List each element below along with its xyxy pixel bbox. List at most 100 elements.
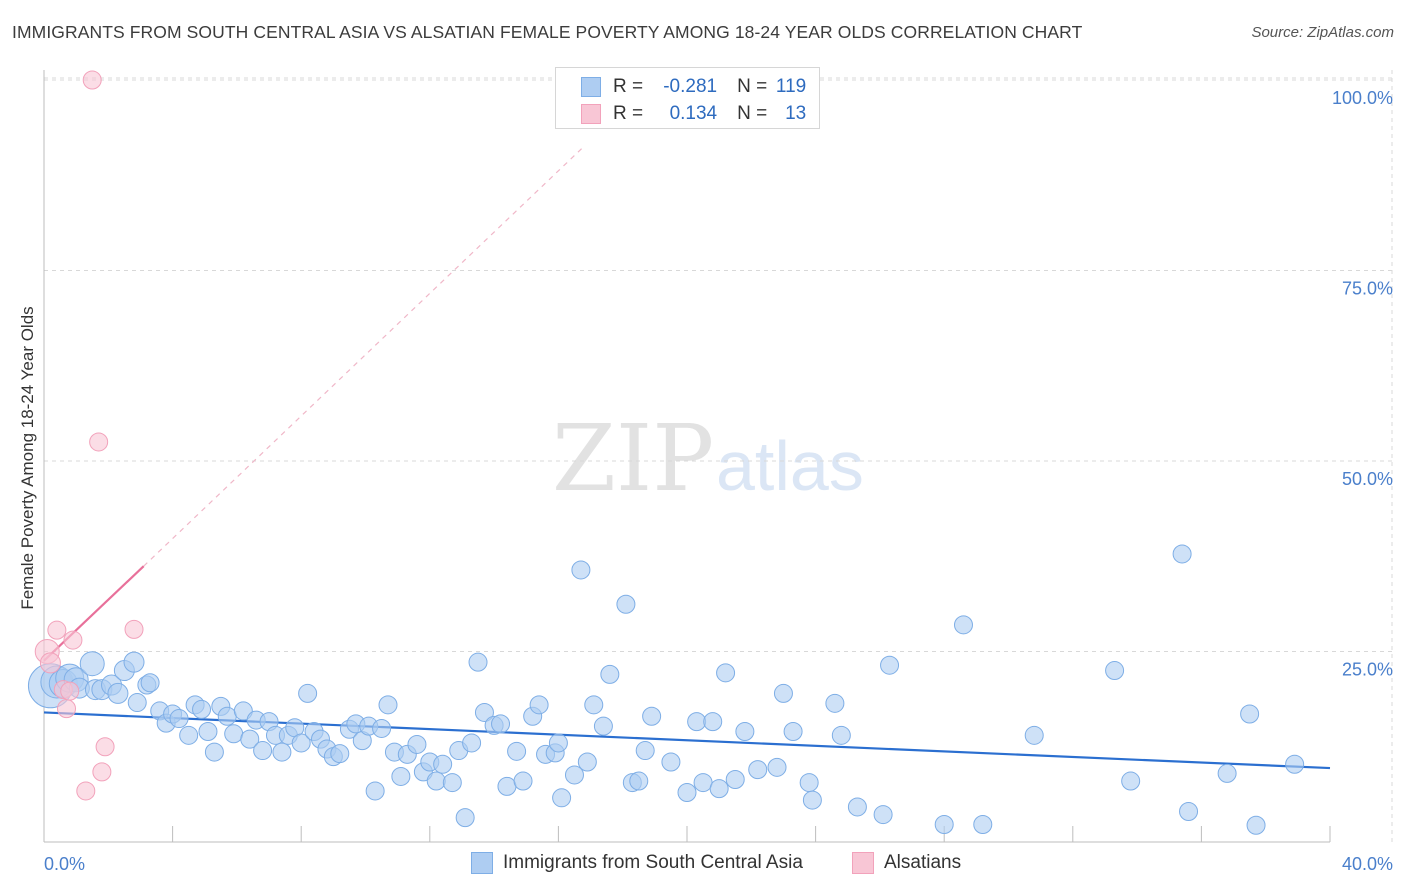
legend-row-pink: R = 0.134 N = 13: [581, 102, 806, 126]
y-tick-label: 50.0%: [1342, 469, 1393, 489]
south-central-asia-point: [442, 773, 462, 793]
south-central-asia-point: [1121, 771, 1141, 791]
south-central-asia-point: [372, 718, 392, 738]
south-central-asia-point: [198, 722, 218, 742]
south-central-asia-point: [291, 733, 311, 753]
south-central-asia-point: [934, 814, 954, 834]
south-central-asia-point: [491, 714, 511, 734]
south-central-asia-point: [642, 706, 662, 726]
south-central-asia-point: [735, 722, 755, 742]
legend-r-label: R =: [613, 103, 644, 124]
alsatian-point: [89, 432, 109, 452]
south-central-asia-point: [661, 752, 681, 772]
south-central-asia-point: [783, 722, 803, 742]
south-central-asia-point: [1179, 802, 1199, 822]
x-tick-label: 0.0%: [44, 854, 85, 874]
legend-r-value: 0.134: [669, 103, 718, 124]
y-tick-labels: 25.0% 50.0% 75.0% 100.0%: [1332, 88, 1393, 680]
legend-swatch-pink: [852, 852, 874, 874]
south-central-asia-point: [127, 693, 147, 713]
south-central-asia-point: [378, 695, 398, 715]
south-central-asia-point: [107, 682, 129, 704]
south-central-asia-point: [767, 757, 787, 777]
south-central-asia-point: [571, 560, 591, 580]
south-central-asia-point: [1285, 754, 1305, 774]
south-central-asia-point: [233, 701, 253, 721]
south-central-asia-point: [703, 712, 723, 732]
watermark-zip: ZIP: [552, 405, 714, 512]
south-central-asia-point: [564, 765, 584, 785]
y-axis-label: Female Poverty Among 18-24 Year Olds: [18, 306, 37, 609]
south-central-asia-point: [802, 790, 822, 810]
south-central-asia-point: [748, 760, 768, 780]
south-central-asia-point: [799, 773, 819, 793]
south-central-asia-point: [468, 652, 488, 672]
alsatian-point: [82, 70, 102, 90]
legend-swatch-pink: [581, 104, 601, 124]
south-central-asia-point: [179, 725, 199, 745]
south-central-asia-point: [1172, 544, 1192, 564]
y-tick-label: 75.0%: [1342, 279, 1393, 299]
alsatian-point: [57, 699, 77, 719]
south-central-asia-point: [140, 673, 160, 693]
legend-item-alsatians: Alsatians: [852, 852, 961, 874]
south-central-asia-point: [474, 702, 494, 722]
south-central-asia-point: [1246, 815, 1266, 835]
watermark-atlas: atlas: [716, 427, 864, 505]
south-central-asia-point: [455, 808, 475, 828]
legend-n-value: 13: [785, 103, 807, 124]
legend-n-value: 119: [775, 76, 807, 97]
south-central-asia-point: [600, 664, 620, 684]
alsatian-point: [60, 681, 80, 701]
y-tick-label: 100.0%: [1332, 88, 1393, 108]
south-central-asia-point: [169, 709, 189, 729]
south-central-asia-point: [725, 770, 745, 790]
gridlines: [44, 70, 1393, 842]
south-central-asia-point: [847, 797, 867, 817]
legend-n-label: N =: [737, 103, 768, 124]
legend-row-blue: R = -0.281 N = 119: [581, 75, 806, 99]
legend-label: Immigrants from South Central Asia: [503, 852, 803, 873]
data-points: [27, 70, 1305, 835]
alsatian-point: [39, 652, 61, 674]
south-central-asia-point: [272, 742, 292, 762]
south-central-asia-point: [204, 742, 224, 762]
series-legend: Immigrants from South Central Asia Alsat…: [0, 850, 1406, 880]
watermark: ZIP atlas: [552, 405, 864, 512]
alsatian-point: [95, 737, 115, 757]
south-central-asia-point: [407, 734, 427, 754]
south-central-asia-point: [224, 724, 244, 744]
alsatian-point: [92, 762, 112, 782]
south-central-asia-point: [593, 716, 613, 736]
alsatian-point: [76, 781, 96, 801]
south-central-asia-point: [629, 771, 649, 791]
south-central-asia-point: [1024, 725, 1044, 745]
south-central-asia-point: [298, 683, 318, 703]
alsatian-point: [124, 619, 144, 639]
legend-swatch-blue: [581, 77, 601, 97]
south-central-asia-point: [253, 741, 273, 761]
south-central-asia-point: [240, 729, 260, 749]
south-central-asia-point: [79, 651, 105, 677]
alsatian-point: [47, 620, 67, 640]
legend-r-label: R =: [613, 76, 644, 97]
legend-r-value: -0.281: [663, 76, 718, 97]
stats-legend: R = -0.281 N = 119 R = 0.134 N = 13: [555, 67, 820, 129]
legend-item-south-central-asia: Immigrants from South Central Asia: [471, 852, 803, 874]
south-central-asia-point: [716, 663, 736, 683]
south-central-asia-point: [880, 655, 900, 675]
legend-label: Alsatians: [884, 852, 962, 873]
south-central-asia-point: [192, 699, 212, 719]
south-central-asia-point: [873, 805, 893, 825]
south-central-asia-point: [497, 776, 517, 796]
south-central-asia-point: [513, 771, 533, 791]
south-central-asia-point: [426, 771, 446, 791]
south-central-asia-point: [552, 788, 572, 808]
x-tick-labels: 0.0% 40.0%: [44, 854, 1393, 874]
south-central-asia-point: [507, 741, 527, 761]
south-central-asia-point: [577, 752, 597, 772]
south-central-asia-point: [391, 766, 411, 786]
south-central-asia-point: [973, 814, 993, 834]
south-central-asia-point: [330, 744, 350, 764]
